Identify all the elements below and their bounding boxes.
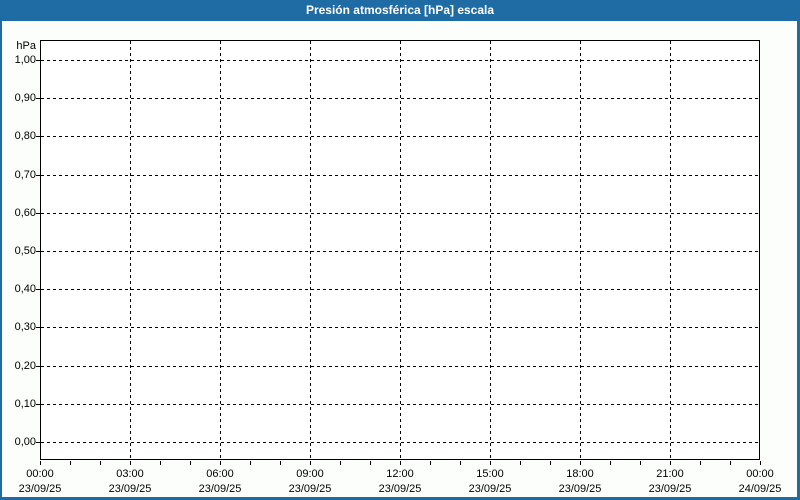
y-axis-tick-label: 1,00 [14,54,36,66]
x-axis-tick [70,461,71,465]
chart-title: Presión atmosférica [hPa] escala [305,3,495,17]
y-axis-tick [36,327,40,328]
y-axis-tick-label: 0,10 [14,398,36,410]
x-axis-time-label: 12:00 [386,468,414,480]
x-axis-tick [550,461,551,465]
x-axis-tick [130,461,131,465]
x-gridline [400,41,401,459]
x-gridline [490,41,491,459]
y-axis-tick [36,136,40,137]
x-axis-tick [400,461,401,465]
x-axis-tick [370,461,371,465]
x-axis-tick [340,461,341,465]
x-axis-tick [280,461,281,465]
y-axis-tick-label: 0,80 [14,130,36,142]
x-axis-tick [190,461,191,465]
x-axis-time-label: 09:00 [296,468,324,480]
y-axis-tick-label: 0,40 [14,283,36,295]
x-axis-time-label: 06:00 [206,468,234,480]
y-axis-tick-label: 0,60 [14,207,36,219]
y-axis-tick [36,60,40,61]
x-axis-date-label: 23/09/25 [198,483,242,495]
x-axis-time-label: 15:00 [476,468,504,480]
x-axis-tick [160,461,161,465]
x-axis-tick [460,461,461,465]
x-axis-time-label: 18:00 [566,468,594,480]
frame-border-left [0,21,2,500]
x-axis-tick [250,461,251,465]
x-axis-time-label: 00:00 [26,468,54,480]
frame-border-bottom [0,497,800,500]
x-axis-time-label: 21:00 [656,468,684,480]
x-axis-tick [580,461,581,465]
y-axis-tick-label: 0,00 [14,436,36,448]
frame-border-right [797,21,800,500]
y-axis-tick [36,366,40,367]
x-axis-tick [40,461,41,465]
x-gridline [220,41,221,459]
x-axis-date-label: 23/09/25 [648,483,692,495]
x-axis-tick [610,461,611,465]
x-axis-tick [700,461,701,465]
x-axis-time-label: 00:00 [746,468,774,480]
x-axis-date-label: 23/09/25 [468,483,512,495]
x-axis-date-label: 23/09/25 [558,483,602,495]
x-axis-tick [310,461,311,465]
y-axis-tick [36,98,40,99]
y-axis-unit-label: hPa [16,40,36,52]
x-axis-tick [730,461,731,465]
y-axis-tick [36,251,40,252]
chart-title-bar: Presión atmosférica [hPa] escala [0,0,800,21]
x-axis-time-label: 03:00 [116,468,144,480]
x-axis-date-label: 24/09/25 [738,483,782,495]
y-axis-tick-label: 0,50 [14,245,36,257]
y-axis-tick [36,442,40,443]
x-gridline [310,41,311,459]
x-gridline [580,41,581,459]
x-axis-tick [430,461,431,465]
y-axis-tick [36,404,40,405]
x-axis-tick [490,461,491,465]
y-axis-tick-label: 0,30 [14,321,36,333]
y-axis-tick-label: 0,20 [14,360,36,372]
x-axis-tick [520,461,521,465]
x-axis-tick [670,461,671,465]
y-axis-tick [36,213,40,214]
x-gridline [670,41,671,459]
x-axis-tick [100,461,101,465]
x-axis-date-label: 23/09/25 [378,483,422,495]
y-axis-tick-label: 0,70 [14,169,36,181]
x-axis-date-label: 23/09/25 [18,483,62,495]
x-axis-tick [220,461,221,465]
x-axis-tick [760,461,761,465]
x-axis-date-label: 23/09/25 [108,483,152,495]
y-axis-tick [36,289,40,290]
x-gridline [130,41,131,459]
y-axis-tick-label: 0,90 [14,92,36,104]
y-axis-tick [36,175,40,176]
x-axis-tick [640,461,641,465]
x-axis-date-label: 23/09/25 [288,483,332,495]
